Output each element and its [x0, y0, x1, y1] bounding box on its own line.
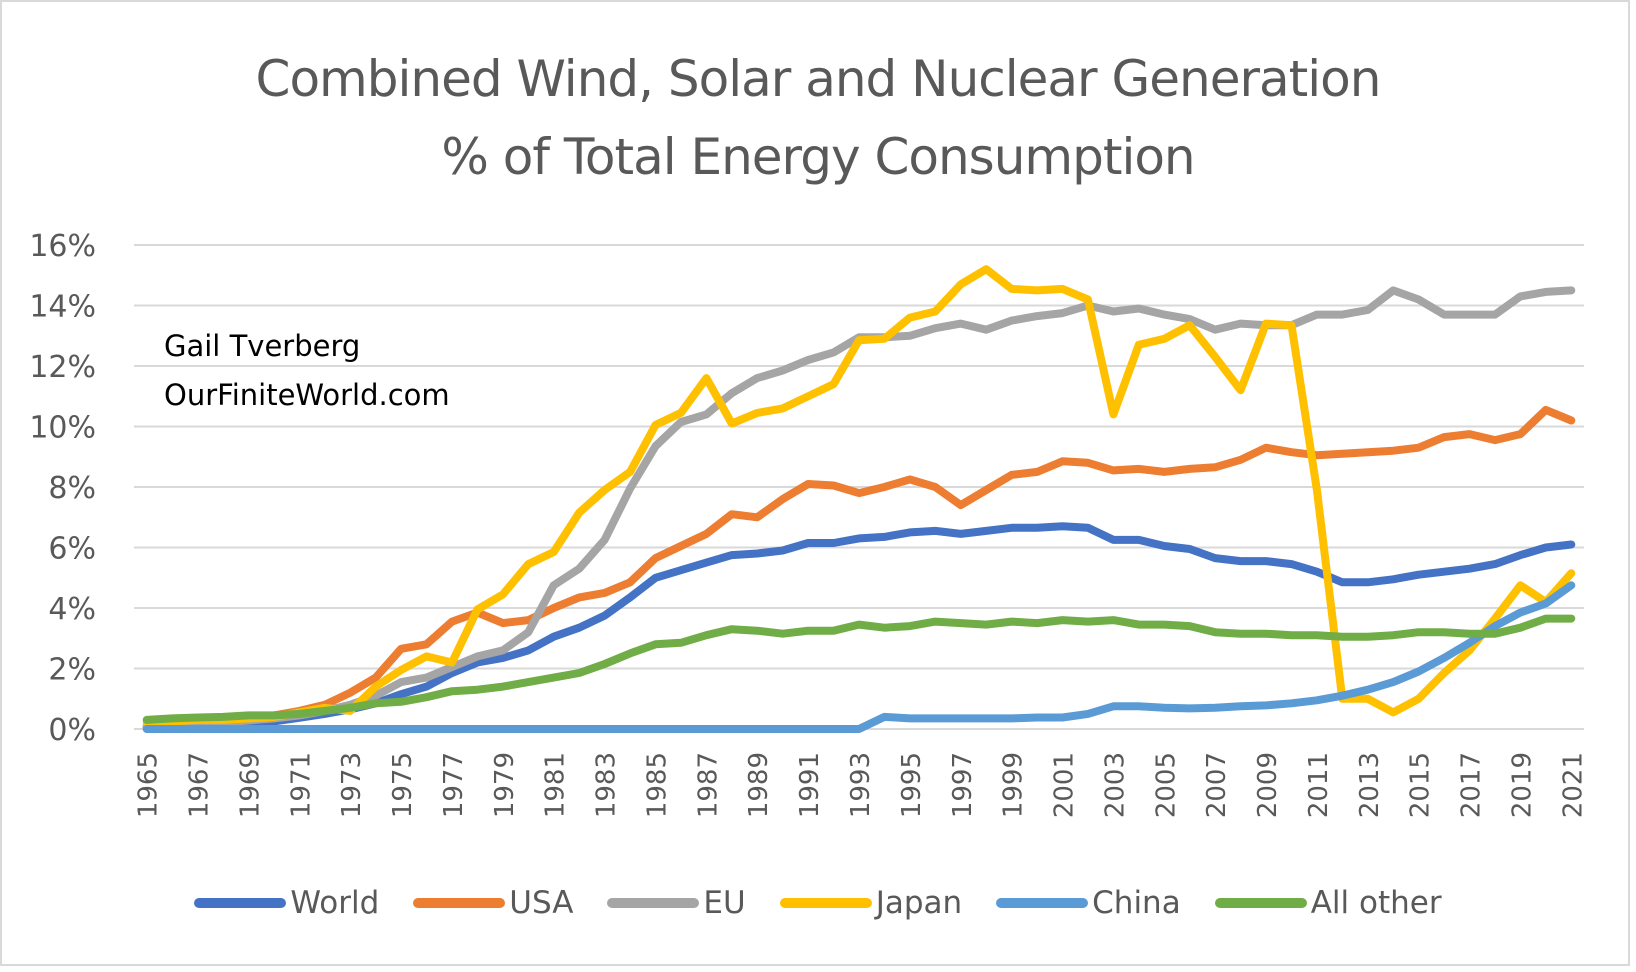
x-tick-label: 1987	[693, 752, 723, 818]
y-tick-label: 12%	[29, 350, 96, 385]
legend-label: USA	[509, 885, 574, 921]
chart-title: Combined Wind, Solar and Nuclear Generat…	[0, 40, 1636, 196]
series-line-china	[142, 581, 1576, 733]
chart-title-line-1: Combined Wind, Solar and Nuclear Generat…	[255, 50, 1382, 108]
x-tick-label: 1965	[134, 752, 164, 818]
series-line-usa	[142, 405, 1576, 732]
chart-legend: World USA EU Japan China All other	[0, 880, 1636, 926]
x-tick-label: 1979	[490, 752, 520, 818]
y-tick-label: 4%	[48, 592, 96, 627]
legend-item-all-other: All other	[1214, 885, 1442, 921]
series-line-all-other	[142, 614, 1576, 724]
x-tick-label: 2007	[1202, 752, 1232, 818]
legend-swatch	[413, 898, 506, 908]
x-tick-label: 2005	[1151, 752, 1181, 818]
legend-label: Japan	[875, 885, 963, 921]
x-tick-label: 2009	[1253, 752, 1283, 818]
y-tick-label: 0%	[48, 713, 96, 748]
x-tick-label: 1995	[897, 752, 927, 818]
x-tick-label: 1991	[795, 752, 825, 818]
legend-swatch	[194, 898, 287, 908]
author-website: OurFiniteWorld.com	[164, 378, 450, 412]
x-tick-label: 2011	[1304, 752, 1334, 818]
y-tick-label: 8%	[48, 471, 96, 506]
legend-item-world: World	[194, 885, 379, 921]
legend-swatch	[1214, 898, 1307, 908]
x-tick-label: 1969	[235, 752, 265, 818]
y-tick-label: 16%	[29, 229, 96, 264]
x-tick-label: 2015	[1406, 752, 1436, 818]
legend-item-eu: EU	[607, 885, 746, 921]
chart-subtitle: % of Total Energy Consumption	[441, 128, 1195, 186]
y-tick-label: 2%	[48, 653, 96, 688]
legend-swatch	[779, 898, 872, 908]
x-tick-label: 2019	[1507, 752, 1537, 818]
legend-label: World	[290, 885, 380, 921]
legend-label: EU	[703, 885, 746, 921]
legend-item-japan: Japan	[779, 885, 963, 921]
series-lines	[142, 265, 1576, 733]
gridlines	[134, 244, 1584, 730]
y-tick-label: 10%	[29, 411, 96, 446]
x-tick-label: 1983	[592, 752, 622, 818]
x-tick-label: 1997	[948, 752, 978, 818]
series-line-japan	[142, 265, 1576, 727]
x-tick-label: 1975	[388, 752, 418, 818]
legend-label: All other	[1310, 885, 1442, 921]
author-annotation: Gail Tverberg OurFiniteWorld.com	[164, 322, 450, 420]
y-tick-label: 6%	[48, 532, 96, 567]
x-tick-label: 1981	[541, 752, 571, 818]
x-tick-label: 1973	[337, 752, 367, 818]
legend-swatch	[996, 898, 1089, 908]
x-tick-label: 1985	[642, 752, 672, 818]
legend-item-china: China	[996, 885, 1181, 921]
x-tick-label: 2003	[1100, 752, 1130, 818]
x-tick-label: 1989	[744, 752, 774, 818]
x-tick-label: 1967	[185, 752, 215, 818]
y-tick-label: 14%	[29, 290, 96, 325]
x-tick-label: 1977	[439, 752, 469, 818]
x-tick-label: 1971	[286, 752, 316, 818]
legend-item-usa: USA	[413, 885, 573, 921]
x-tick-label: 2017	[1457, 752, 1487, 818]
x-tick-label: 1993	[846, 752, 876, 818]
x-tick-label: 2021	[1558, 752, 1588, 818]
x-tick-label: 1999	[999, 752, 1029, 818]
x-tick-label: 2001	[1050, 752, 1080, 818]
y-axis-tick-labels: 0% 2% 4% 6% 8% 10% 12% 14% 16%	[29, 229, 96, 748]
legend-label: China	[1092, 885, 1181, 921]
legend-swatch	[607, 898, 700, 908]
author-name: Gail Tverberg	[164, 329, 361, 363]
x-axis-tick-labels: 1965 1967 1969 1971 1973 1975 1977 1979 1981 1983…	[134, 752, 1589, 818]
x-tick-label: 2013	[1355, 752, 1385, 818]
